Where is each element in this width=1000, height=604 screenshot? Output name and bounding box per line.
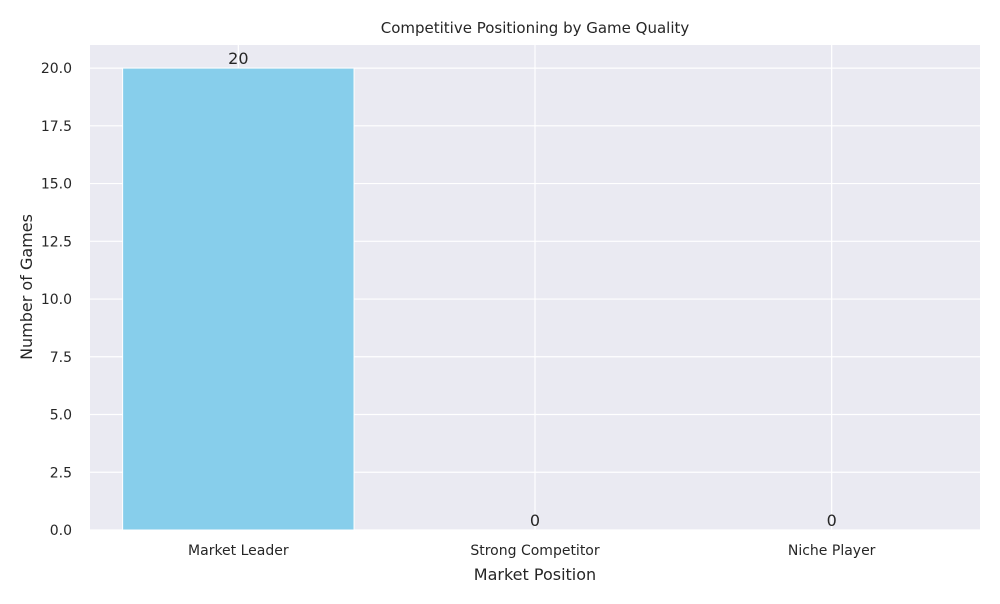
y-tick-label: 17.5: [41, 119, 72, 135]
data-labels: 200 0: [228, 49, 837, 530]
data-label: 20: [228, 49, 248, 68]
y-axis-label: Number of Games: [17, 214, 36, 360]
y-tick-label: 7.5: [50, 350, 72, 366]
chart-title: Competitive Positioning by Game Quality: [381, 19, 690, 37]
y-axis-ticks: 0.0 2.5 5.0 7.5 10.0 12.5 15.0 17.5 20.0: [41, 61, 72, 539]
y-tick-label: 10.0: [41, 292, 72, 308]
x-axis-label: Market Position: [474, 565, 596, 584]
y-tick-label: 12.5: [41, 234, 72, 250]
y-tick-label: 5.0: [50, 408, 72, 424]
bar-0: [122, 67, 355, 531]
y-tick-label: 20.0: [41, 61, 72, 77]
x-tick-label: Niche Player: [788, 543, 876, 559]
x-tick-label: Market Leader: [188, 543, 289, 559]
y-tick-label: 2.5: [50, 465, 72, 481]
x-tick-label: Strong Competitor: [470, 543, 600, 559]
data-label: 0: [827, 511, 837, 530]
y-tick-label: 15.0: [41, 177, 72, 193]
x-axis-ticks: Market Leader Strong Competitor Niche Play…: [188, 543, 876, 559]
y-tick-label: 0.0: [50, 523, 72, 539]
data-label: 0: [530, 511, 540, 530]
bars: [122, 67, 355, 531]
